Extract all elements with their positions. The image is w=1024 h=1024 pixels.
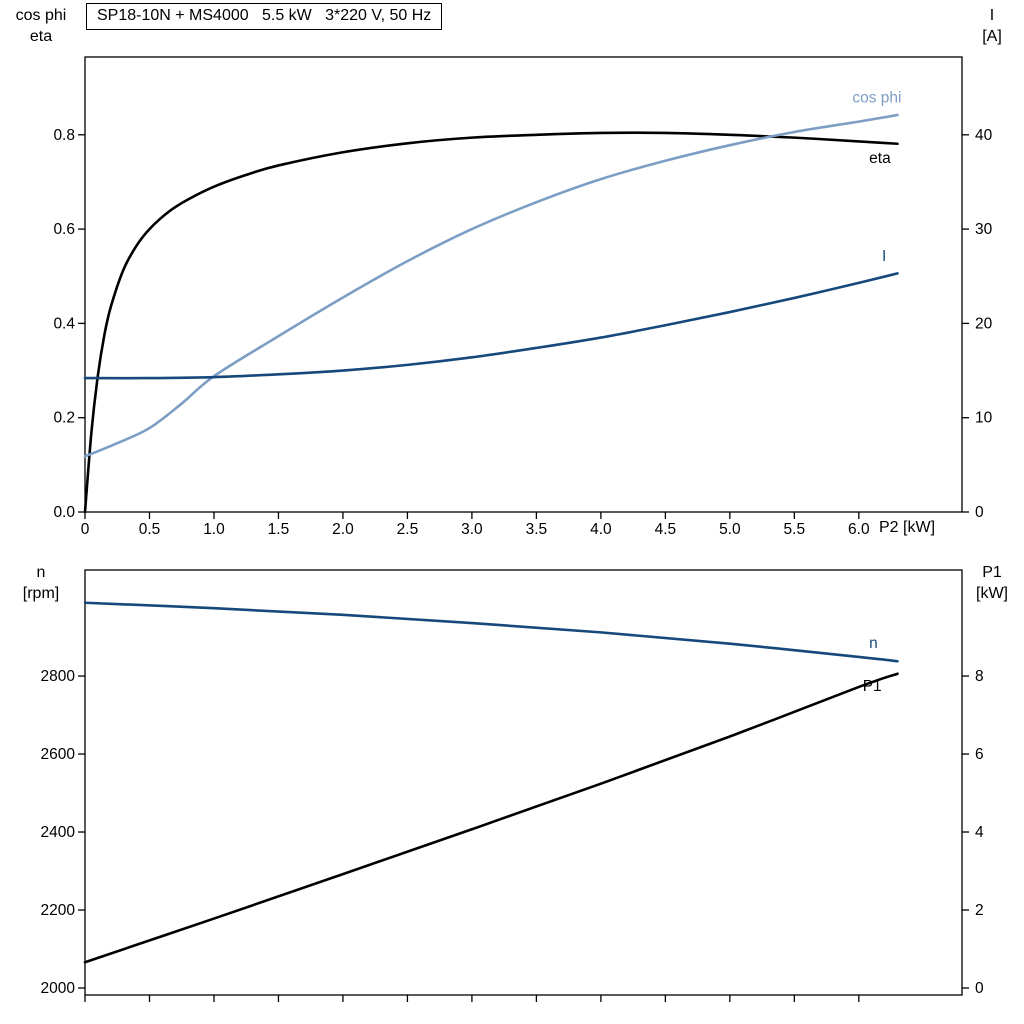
bottom-chart-left-axis-title: n [rpm] bbox=[6, 562, 76, 604]
svg-text:0.0: 0.0 bbox=[53, 504, 75, 521]
svg-text:1.0: 1.0 bbox=[203, 521, 225, 538]
svg-text:0: 0 bbox=[81, 521, 90, 538]
svg-text:5.0: 5.0 bbox=[719, 521, 741, 538]
svg-text:3.0: 3.0 bbox=[461, 521, 483, 538]
bottom-chart-canvas: 2000 2200 2400 2600 2800 0 2 4 6 8 n P1 bbox=[41, 569, 984, 1002]
top-chart-left-axis-title: cos phi eta bbox=[6, 5, 76, 47]
right-axis-title-line2: [A] bbox=[982, 28, 1002, 45]
top-chart-right-axis-title: I [A] bbox=[966, 5, 1018, 47]
svg-text:0.6: 0.6 bbox=[53, 221, 75, 238]
svg-text:4: 4 bbox=[975, 824, 984, 841]
svg-text:2600: 2600 bbox=[41, 746, 76, 763]
svg-text:8: 8 bbox=[975, 668, 984, 685]
left-axis-title-line1: n bbox=[36, 564, 46, 581]
svg-text:3.5: 3.5 bbox=[526, 521, 548, 538]
svg-text:n: n bbox=[869, 635, 878, 652]
svg-text:6.0: 6.0 bbox=[848, 521, 870, 538]
svg-text:6: 6 bbox=[975, 746, 984, 763]
svg-text:0: 0 bbox=[975, 980, 984, 997]
chart-title: SP18-10N + MS4000 5.5 kW 3*220 V, 50 Hz bbox=[86, 3, 443, 30]
svg-text:20: 20 bbox=[975, 315, 993, 332]
svg-text:30: 30 bbox=[975, 221, 993, 238]
left-axis-title-line2: eta bbox=[29, 28, 53, 45]
svg-text:cos phi: cos phi bbox=[852, 90, 901, 107]
svg-text:5.5: 5.5 bbox=[784, 521, 806, 538]
svg-text:2.5: 2.5 bbox=[397, 521, 419, 538]
svg-text:eta: eta bbox=[869, 150, 891, 167]
svg-text:2000: 2000 bbox=[41, 980, 76, 997]
right-axis-title-line1: I bbox=[989, 7, 995, 24]
svg-text:2200: 2200 bbox=[41, 902, 76, 919]
svg-text:2800: 2800 bbox=[41, 668, 76, 685]
svg-text:4.5: 4.5 bbox=[655, 521, 677, 538]
svg-text:40: 40 bbox=[975, 127, 993, 144]
svg-text:1.5: 1.5 bbox=[268, 521, 290, 538]
svg-text:0: 0 bbox=[975, 504, 984, 521]
svg-text:2400: 2400 bbox=[41, 824, 76, 841]
svg-text:0.8: 0.8 bbox=[53, 127, 75, 144]
svg-text:10: 10 bbox=[975, 410, 993, 427]
svg-text:P1: P1 bbox=[863, 678, 882, 695]
svg-text:I: I bbox=[882, 248, 886, 265]
bottom-chart-right-axis-title: P1 [kW] bbox=[966, 562, 1018, 604]
svg-text:4.0: 4.0 bbox=[590, 521, 612, 538]
svg-text:0.2: 0.2 bbox=[53, 410, 75, 427]
svg-text:2.0: 2.0 bbox=[332, 521, 354, 538]
x-axis-label: P2 [kW] bbox=[879, 519, 936, 536]
left-axis-title-line1: cos phi bbox=[15, 7, 67, 24]
svg-text:0.5: 0.5 bbox=[139, 521, 161, 538]
svg-text:0.4: 0.4 bbox=[53, 315, 75, 332]
right-axis-title-line1: P1 bbox=[982, 564, 1002, 581]
left-axis-title-line2: [rpm] bbox=[22, 585, 60, 602]
top-chart-canvas: 0 0.5 1.0 1.5 2.0 2.5 3.0 3.5 4.0 4.5 5.0 5.5 6.0 0.0… bbox=[53, 56, 993, 538]
right-axis-title-line2: [kW] bbox=[976, 585, 1008, 602]
svg-text:2: 2 bbox=[975, 902, 984, 919]
